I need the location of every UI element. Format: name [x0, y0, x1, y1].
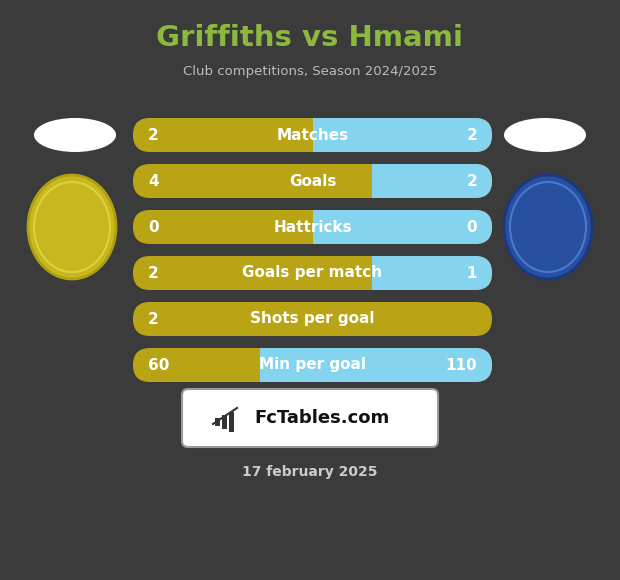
- FancyBboxPatch shape: [133, 164, 492, 198]
- Text: 0: 0: [148, 219, 159, 234]
- Text: 110: 110: [445, 357, 477, 372]
- Text: Goals: Goals: [289, 173, 336, 188]
- Bar: [355, 256, 373, 290]
- FancyBboxPatch shape: [133, 348, 492, 382]
- FancyBboxPatch shape: [133, 210, 492, 244]
- Ellipse shape: [28, 175, 116, 279]
- Bar: [296, 210, 314, 244]
- Ellipse shape: [523, 197, 573, 257]
- Bar: [222, 415, 227, 429]
- Bar: [355, 164, 373, 198]
- FancyBboxPatch shape: [312, 210, 492, 244]
- Text: 0: 0: [466, 219, 477, 234]
- Bar: [229, 412, 234, 432]
- FancyBboxPatch shape: [312, 118, 492, 152]
- Text: Matches: Matches: [277, 128, 348, 143]
- Text: Griffiths vs Hmami: Griffiths vs Hmami: [156, 24, 464, 52]
- Text: 2: 2: [466, 173, 477, 188]
- Text: 2: 2: [148, 266, 159, 281]
- FancyBboxPatch shape: [133, 118, 492, 152]
- Bar: [260, 348, 278, 382]
- Ellipse shape: [504, 175, 592, 279]
- Text: Shots per goal: Shots per goal: [250, 311, 374, 327]
- FancyBboxPatch shape: [182, 389, 438, 447]
- Text: Club competitions, Season 2024/2025: Club competitions, Season 2024/2025: [183, 66, 437, 78]
- Bar: [312, 210, 330, 244]
- Text: FcTables.com: FcTables.com: [254, 409, 389, 427]
- FancyBboxPatch shape: [133, 302, 492, 336]
- Text: 2: 2: [148, 128, 159, 143]
- Text: 60: 60: [148, 357, 169, 372]
- FancyBboxPatch shape: [133, 256, 492, 290]
- Text: 4: 4: [148, 173, 159, 188]
- Ellipse shape: [47, 197, 97, 257]
- Bar: [373, 256, 391, 290]
- Bar: [373, 164, 391, 198]
- Text: Goals per match: Goals per match: [242, 266, 383, 281]
- Bar: [312, 118, 330, 152]
- Ellipse shape: [34, 118, 116, 152]
- Bar: [296, 118, 314, 152]
- Text: Min per goal: Min per goal: [259, 357, 366, 372]
- Text: Hattricks: Hattricks: [273, 219, 352, 234]
- Ellipse shape: [504, 118, 586, 152]
- FancyBboxPatch shape: [260, 348, 492, 382]
- FancyBboxPatch shape: [373, 164, 492, 198]
- Text: 2: 2: [148, 311, 159, 327]
- Bar: [215, 418, 220, 426]
- Bar: [242, 348, 261, 382]
- FancyBboxPatch shape: [373, 256, 492, 290]
- Text: 2: 2: [466, 128, 477, 143]
- Text: 1: 1: [466, 266, 477, 281]
- Text: 17 february 2025: 17 february 2025: [242, 465, 378, 479]
